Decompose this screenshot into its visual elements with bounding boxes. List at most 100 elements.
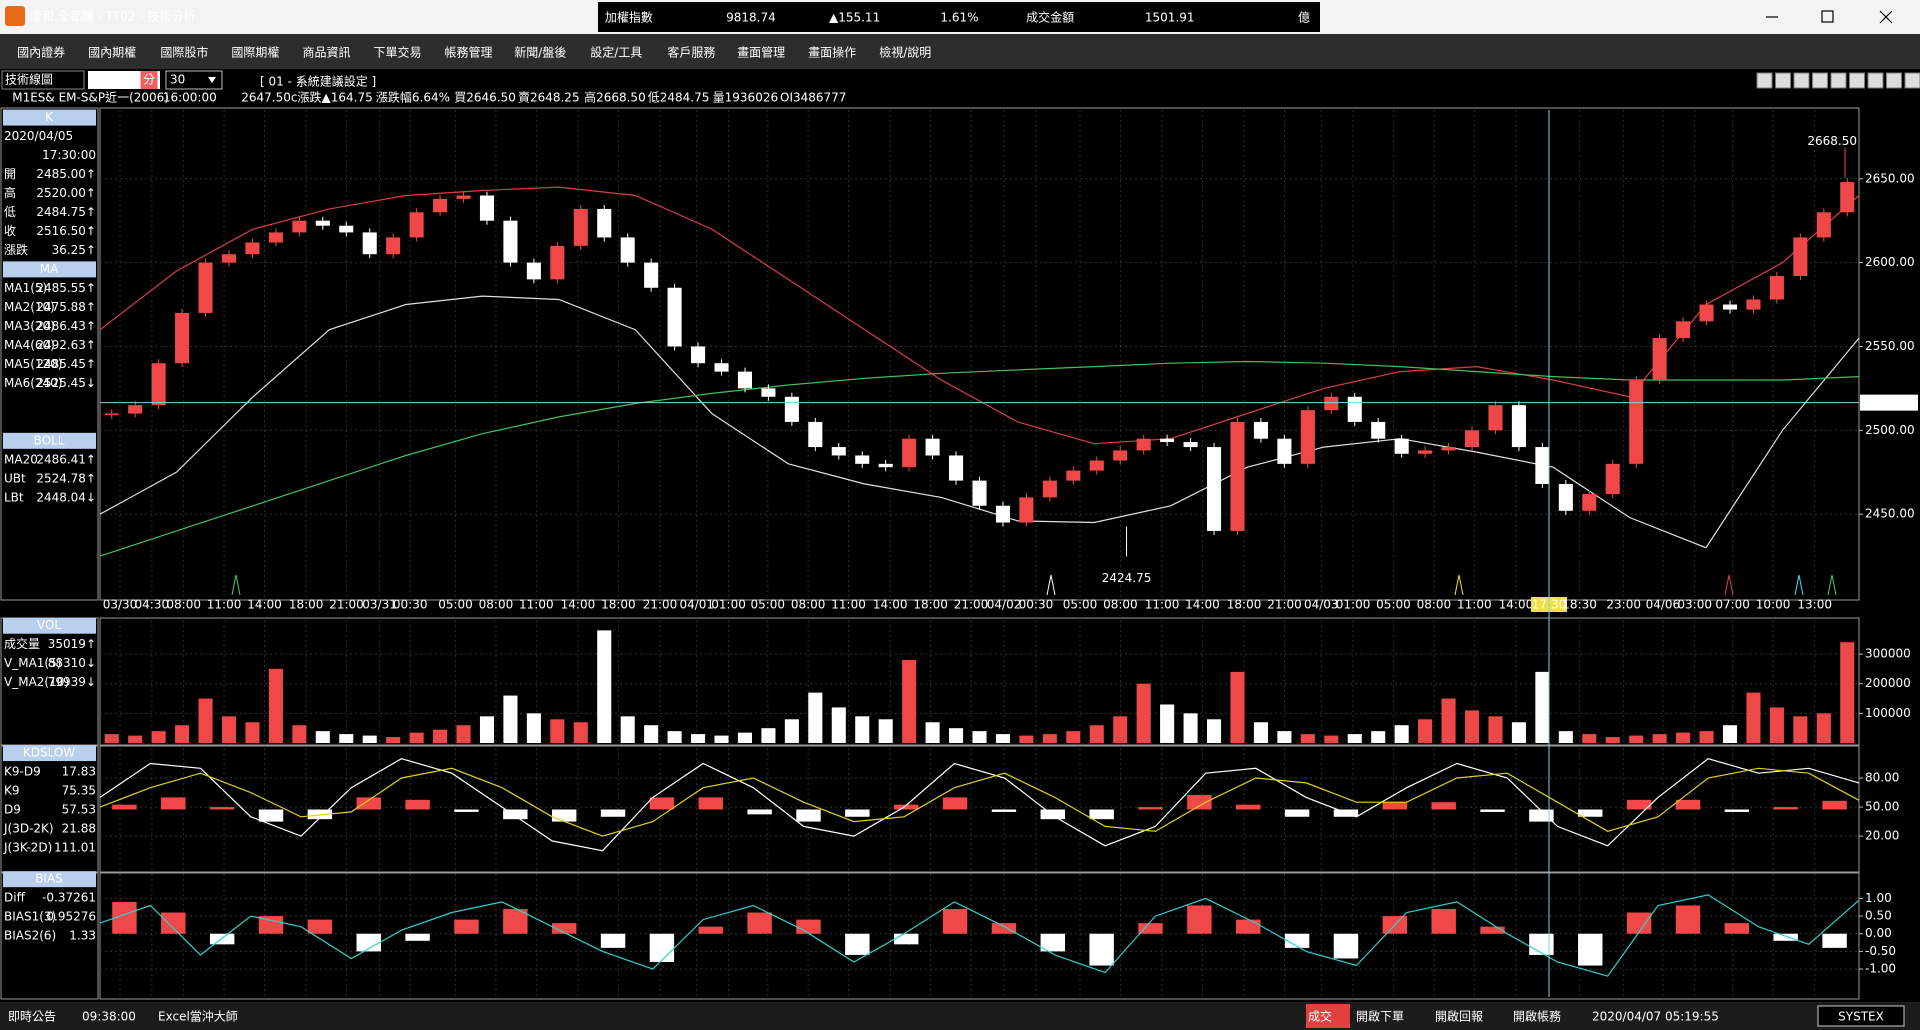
kd-line xyxy=(99,767,1860,837)
kd-diff-bar xyxy=(112,804,137,810)
menu-item[interactable]: 畫面操作 xyxy=(808,45,856,60)
info-label: MA1(5) xyxy=(4,281,47,295)
kd-diff-bar xyxy=(356,797,381,810)
tool-button[interactable] xyxy=(1793,72,1810,89)
candle xyxy=(175,312,190,364)
candle xyxy=(1394,438,1409,454)
status-button[interactable]: 成交 xyxy=(1308,1009,1332,1024)
menu-item[interactable]: 客戶服務 xyxy=(667,45,715,60)
menu-item[interactable]: 商品資訊 xyxy=(302,45,350,60)
candle xyxy=(1769,276,1784,300)
interval-value[interactable]: 30 xyxy=(170,73,185,87)
high-label: 2668.50 xyxy=(1807,134,1857,148)
tool-button[interactable] xyxy=(1775,72,1791,89)
volume-bar xyxy=(1840,642,1855,743)
candle xyxy=(1113,450,1128,461)
bias-bar xyxy=(307,919,333,934)
info-label: D9 xyxy=(4,803,21,817)
tool-button[interactable] xyxy=(1886,72,1902,89)
period-active xyxy=(140,71,158,89)
kd-diff-bar xyxy=(698,797,723,810)
ticker-item: ▲155.11 xyxy=(829,11,880,25)
info-label: BIAS1(3) xyxy=(4,910,56,924)
volume-bar xyxy=(1769,707,1784,743)
candle xyxy=(339,225,354,233)
info-value: 75.35 xyxy=(62,784,96,798)
period-option[interactable]: 分 xyxy=(143,73,155,87)
menu-item[interactable]: 國內期權 xyxy=(88,46,136,60)
section-title: K xyxy=(45,110,54,124)
menu-item[interactable]: 國際期權 xyxy=(231,46,279,60)
volume-bar xyxy=(995,734,1010,743)
status-button[interactable]: 開啟下單 xyxy=(1356,1010,1404,1024)
info-value: -0.37261 xyxy=(42,891,96,905)
menu-item[interactable]: 國內證券 xyxy=(17,45,65,60)
section-header xyxy=(3,617,96,634)
info-value: 2486.41↑ xyxy=(36,452,96,466)
info-label: 低 xyxy=(4,204,16,219)
last-price-box xyxy=(1860,394,1918,411)
info-value: 21.88 xyxy=(62,822,96,836)
candle xyxy=(526,262,541,280)
volume-bar xyxy=(503,695,518,743)
volume-bar xyxy=(597,630,612,743)
kd-diff-bar xyxy=(258,809,284,822)
menu-item[interactable]: 檢視/說明 xyxy=(879,45,931,60)
panel-frame xyxy=(99,745,1860,874)
info-value: 0.95276 xyxy=(46,910,96,924)
candle xyxy=(315,220,330,226)
restore-button[interactable] xyxy=(1821,10,1834,23)
info-value: 35019↑ xyxy=(48,637,96,651)
volume-bar xyxy=(315,731,330,743)
tool-button[interactable] xyxy=(1812,72,1828,89)
bias-bar xyxy=(1284,933,1310,948)
y-tick-label: 50.00 xyxy=(1865,800,1899,814)
tool-button[interactable] xyxy=(1756,72,1773,89)
bias-bar xyxy=(649,933,675,963)
bias-bar xyxy=(893,933,919,945)
x-tick-label: 03/31 xyxy=(362,598,397,612)
interval-dropdown[interactable] xyxy=(165,70,223,90)
candle xyxy=(1183,442,1198,448)
tool-button[interactable] xyxy=(1849,72,1865,89)
candle xyxy=(1816,212,1831,238)
tool-button[interactable] xyxy=(1904,72,1920,89)
x-tick-label: 13:00 xyxy=(1797,598,1832,612)
status-clock: 2020/04/07 05:19:55 xyxy=(1592,1010,1719,1024)
menu-item[interactable]: 畫面管理 xyxy=(737,45,785,60)
candle xyxy=(784,396,799,422)
period-option[interactable]: 週 xyxy=(108,72,120,87)
bias-bar xyxy=(1626,912,1652,934)
quote-item: 漲跌幅6.64% xyxy=(376,90,450,105)
quote-item: 賣2648.25 xyxy=(518,90,580,105)
menu-item[interactable]: 設定/工具 xyxy=(590,45,642,60)
close-button[interactable] xyxy=(1879,10,1893,24)
chart-label-box xyxy=(1,70,85,90)
bias-bar xyxy=(1333,933,1359,959)
volume-bar xyxy=(550,719,565,743)
info-label: MA6(240) xyxy=(4,376,62,390)
volume-bar xyxy=(1253,722,1268,743)
period-option[interactable]: 日 xyxy=(90,73,102,87)
kd-diff-bar xyxy=(307,809,333,820)
period-option[interactable]: 月 xyxy=(125,73,137,87)
candle xyxy=(1277,438,1292,464)
volume-bar xyxy=(949,728,964,743)
bias-bar xyxy=(1675,905,1701,934)
volume-bar xyxy=(409,732,424,743)
volume-bar xyxy=(1793,716,1808,743)
status-button[interactable]: 開啟帳務 xyxy=(1513,1010,1561,1024)
tool-button[interactable] xyxy=(1830,72,1847,89)
volume-bar xyxy=(714,735,729,743)
candle xyxy=(1558,483,1573,511)
quote-item: 高2668.50 xyxy=(584,90,646,105)
y-tick-label: 0.50 xyxy=(1865,909,1892,923)
menu-item[interactable]: 帳務管理 xyxy=(444,45,492,60)
menu-item[interactable]: 國際股市 xyxy=(160,45,208,60)
last-price-label: 2516.50 xyxy=(1863,395,1913,409)
status-button[interactable]: 開啟回報 xyxy=(1435,1010,1483,1024)
menu-item[interactable]: 新聞/盤後 xyxy=(514,45,566,60)
tool-button[interactable] xyxy=(1867,72,1884,89)
menu-item[interactable]: 下單交易 xyxy=(373,45,421,60)
candle xyxy=(198,262,213,313)
